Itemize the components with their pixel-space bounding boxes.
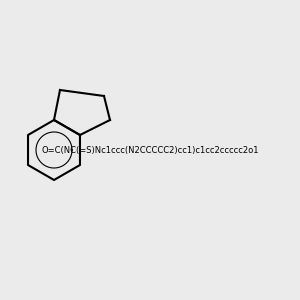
Text: O=C(NC(=S)Nc1ccc(N2CCCCC2)cc1)c1cc2ccccc2o1: O=C(NC(=S)Nc1ccc(N2CCCCC2)cc1)c1cc2ccccc… bbox=[41, 146, 259, 154]
